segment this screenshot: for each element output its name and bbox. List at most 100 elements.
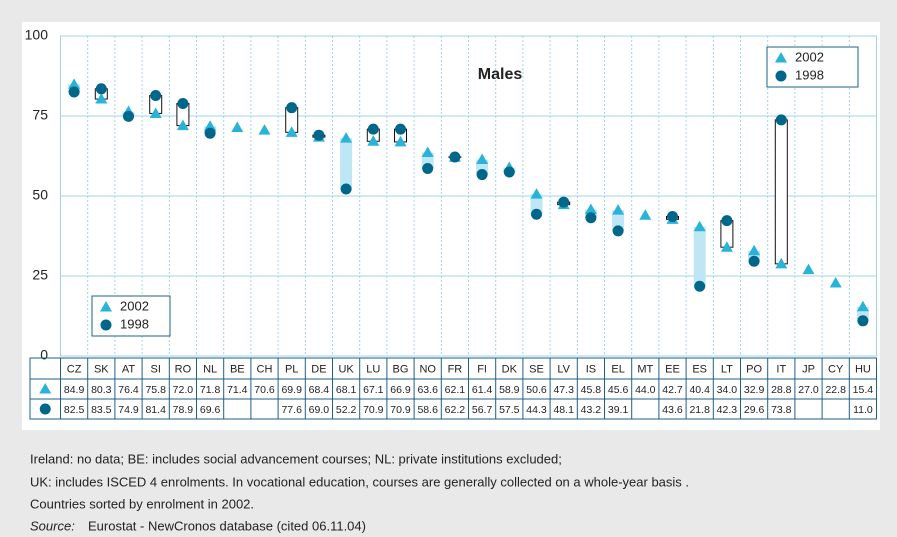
data-label: 84.9 (64, 384, 85, 396)
data-label: 75.8 (145, 384, 166, 396)
data-label: 45.8 (581, 384, 602, 396)
circle-marker (503, 166, 515, 178)
data-label: 50.6 (526, 384, 547, 396)
data-label: 69.6 (200, 404, 221, 416)
circle-marker (476, 169, 488, 181)
legend-marker (775, 70, 787, 82)
triangle-marker (68, 78, 81, 89)
circle-marker (612, 225, 624, 237)
data-label: 48.1 (553, 404, 574, 416)
data-label: 22.8 (825, 384, 846, 396)
data-label: 28.8 (771, 384, 792, 396)
data-label: 39.1 (608, 404, 629, 416)
circle-marker (367, 123, 379, 135)
x-tick-label: SE (529, 363, 544, 375)
data-label: 32.9 (744, 384, 765, 396)
source-text: Eurostat - NewCronos database (cited 06.… (88, 518, 366, 533)
circle-marker (449, 151, 461, 163)
circle-marker (748, 255, 760, 267)
x-tick-label: SI (150, 363, 160, 375)
triangle-marker (612, 204, 625, 215)
chart-panel (22, 22, 880, 430)
data-label: 43.6 (662, 404, 683, 416)
table-frame (29, 357, 877, 420)
note: Ireland: no data; BE: includes social ad… (30, 451, 562, 466)
x-tick-label: CZ (67, 363, 82, 375)
data-label: 56.7 (472, 404, 493, 416)
x-tick-label: EL (611, 363, 624, 375)
x-tick-label: DE (311, 363, 326, 375)
data-label: 52.2 (336, 404, 357, 416)
y-tick-label: 75 (32, 107, 48, 123)
y-tick-label: 50 (32, 187, 48, 203)
note: UK: includes ISCED 4 enrolments. In voca… (30, 474, 689, 489)
circle-marker (123, 110, 134, 122)
data-label: 74.9 (118, 404, 139, 416)
triangle-marker (231, 121, 244, 133)
data-label: 63.6 (417, 384, 438, 396)
legend-marker (100, 301, 112, 312)
x-tick-label: PO (746, 363, 762, 375)
data-label: 29.6 (744, 404, 765, 416)
x-tick-label: DK (502, 363, 518, 375)
x-tick-label: RO (175, 363, 192, 375)
triangle-marker (476, 153, 489, 165)
y-tick-label: 0 (40, 347, 48, 363)
data-label: 57.5 (499, 404, 520, 416)
data-label: 27.0 (798, 384, 819, 396)
chart-title: Males (478, 66, 523, 83)
table-marker (39, 383, 52, 394)
x-tick-label: MT (637, 363, 653, 375)
legend-label: 1998 (795, 67, 824, 82)
data-label: 80.3 (91, 384, 112, 396)
triangle-marker (95, 93, 108, 104)
circle-marker (68, 86, 80, 98)
circle-marker (95, 83, 107, 95)
x-tick-label: UK (338, 363, 354, 375)
circle-marker (721, 215, 733, 227)
data-label: 34.0 (717, 384, 738, 396)
data-label: 61.4 (472, 384, 493, 396)
triangle-marker (530, 188, 543, 199)
circle-marker (422, 162, 434, 174)
data-label: 69.9 (281, 384, 302, 396)
data-label: 70.9 (390, 404, 411, 416)
legend-marker (100, 319, 112, 331)
data-label: 11.0 (853, 404, 873, 416)
x-tick-label: CH (257, 363, 273, 375)
data-label: 70.6 (254, 384, 275, 396)
x-tick-label: ES (692, 363, 707, 375)
data-label: 76.4 (118, 384, 139, 396)
data-label: 71.4 (227, 384, 248, 396)
triangle-marker (149, 107, 162, 118)
data-label: 43.2 (581, 404, 602, 416)
range-bar (774, 119, 788, 265)
plot-border (60, 35, 877, 357)
x-tick-label: SK (94, 363, 109, 375)
range-bar (693, 226, 706, 287)
data-label: 70.9 (363, 404, 384, 416)
circle-marker (177, 98, 189, 110)
circle-marker (667, 210, 678, 222)
data-label: 78.9 (173, 404, 194, 416)
triangle-marker (584, 203, 597, 214)
circle-marker (531, 208, 542, 220)
legend-label: 2002 (120, 298, 149, 313)
x-tick-label: JP (802, 363, 815, 375)
data-label: 68.4 (309, 384, 330, 396)
legend-label: 1998 (120, 316, 149, 331)
x-tick-label: IS (586, 363, 596, 375)
circle-marker (775, 114, 787, 126)
data-label: 42.3 (717, 404, 738, 416)
data-label: 44.0 (635, 384, 656, 396)
triangle-marker (421, 146, 434, 157)
triangle-marker (176, 119, 189, 131)
table-marker (39, 403, 51, 415)
data-label: 83.5 (91, 404, 112, 416)
legend-marker (775, 52, 787, 63)
data-label: 47.3 (553, 384, 574, 396)
data-label: 58.6 (417, 404, 438, 416)
triangle-marker (340, 132, 353, 143)
